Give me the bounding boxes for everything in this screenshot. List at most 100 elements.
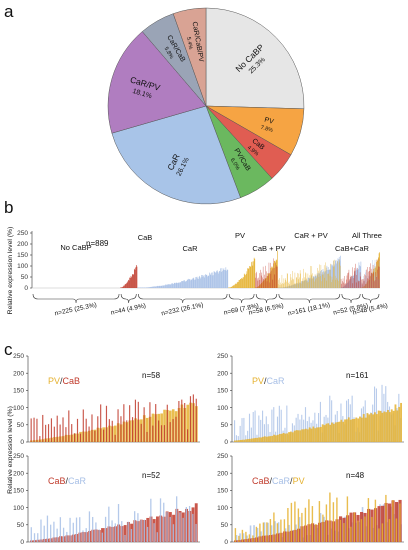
expression-bar [126, 282, 128, 288]
sorted-bar [262, 436, 264, 442]
other-bar [255, 526, 258, 542]
expression-bar [147, 287, 148, 288]
other-bar [88, 426, 90, 442]
other-bar [134, 511, 136, 542]
expression-bar [125, 283, 127, 288]
other-bar [336, 497, 338, 542]
other-bar [329, 492, 331, 542]
expression-bar [201, 274, 202, 288]
sorted-bar [342, 421, 345, 442]
y-tick-label: 0 [24, 285, 28, 292]
other-bar [278, 405, 280, 442]
other-bar [156, 532, 158, 542]
expression-bar [126, 283, 127, 288]
other-bar [153, 523, 155, 542]
expression-bar [176, 282, 178, 288]
other-bar [297, 413, 299, 442]
expression-bar [218, 270, 220, 288]
expression-bar [336, 261, 338, 288]
expression-bar [131, 277, 133, 288]
expression-bar [174, 282, 176, 288]
expression-bar [229, 287, 231, 288]
other-bar [269, 519, 272, 542]
expression-bar [227, 269, 229, 288]
sorted-bar [372, 414, 374, 442]
other-bar [33, 417, 35, 442]
other-bar [111, 520, 113, 542]
subplot-title: CaB/CaR [48, 476, 87, 486]
expression-bar [253, 261, 254, 288]
pie-slice-car_pv [107, 31, 207, 134]
expression-bar [201, 275, 203, 288]
sorted-bar [278, 433, 281, 442]
expression-bar [130, 275, 132, 288]
sorted-bar [280, 433, 283, 442]
expression-bar [358, 262, 360, 288]
other-bar [351, 395, 353, 442]
other-bar [185, 507, 188, 542]
expression-bar [193, 277, 195, 288]
other-bar [59, 424, 61, 442]
other-bar [79, 517, 81, 542]
other-bar [250, 427, 252, 442]
third-bar [256, 528, 259, 542]
expression-bar [188, 279, 190, 288]
expression-bar [157, 285, 159, 288]
subplot-title-part: CaR [68, 476, 87, 486]
other-bar [247, 430, 249, 442]
expression-bar [237, 281, 239, 288]
expression-bar [182, 281, 184, 288]
sorted-bar [282, 432, 285, 442]
other-bar [254, 410, 256, 442]
expression-bar [228, 287, 230, 288]
subplot-1: 0 50 100 150 200 250 PV/CaB n=58 [13, 353, 200, 446]
other-bar [108, 419, 110, 442]
expression-bar [216, 270, 218, 288]
expression-bar [123, 285, 125, 288]
expression-bar [184, 280, 185, 288]
other-bar [126, 420, 128, 442]
other-bar [121, 521, 123, 542]
other-bar [169, 422, 171, 442]
sorted-bar [346, 419, 348, 442]
expression-bar [150, 286, 152, 288]
other-bar [325, 504, 328, 542]
group-brace [138, 293, 228, 304]
other-bar [385, 494, 387, 542]
other-bar [287, 508, 289, 542]
sorted-bar [332, 423, 335, 442]
other-bar [91, 414, 93, 442]
expression-bar [141, 287, 142, 288]
other-bar [346, 496, 349, 542]
expression-bar [169, 284, 171, 288]
sorted-bar [323, 425, 326, 442]
expression-bar [211, 272, 212, 288]
other-bar [30, 418, 32, 442]
other-bar [245, 531, 247, 542]
expression-bar [232, 286, 233, 288]
other-bar [85, 418, 87, 442]
expression-bar [244, 274, 246, 288]
other-bar [239, 425, 241, 442]
sorted-bar [276, 434, 279, 442]
other-bar [350, 526, 352, 542]
other-bar [172, 419, 174, 442]
expression-bar [189, 279, 191, 288]
subplot-title-part: / [66, 476, 69, 486]
expression-bar [245, 275, 246, 288]
sorted-bar [362, 414, 365, 442]
expression-bar [247, 268, 249, 288]
sorted-bar [239, 439, 242, 442]
group-label: PV [235, 231, 245, 240]
expression-bar [151, 286, 152, 288]
sorted-bar [396, 410, 399, 442]
y-tick-label: 0 [224, 439, 228, 446]
sorted-bar [318, 427, 320, 442]
other-bar [166, 404, 168, 442]
expression-bar [274, 260, 276, 288]
expression-bar [186, 280, 187, 288]
expression-bar [128, 279, 129, 288]
other-bar [266, 522, 268, 542]
expression-bar [121, 287, 123, 288]
sorted-bar [290, 431, 292, 442]
